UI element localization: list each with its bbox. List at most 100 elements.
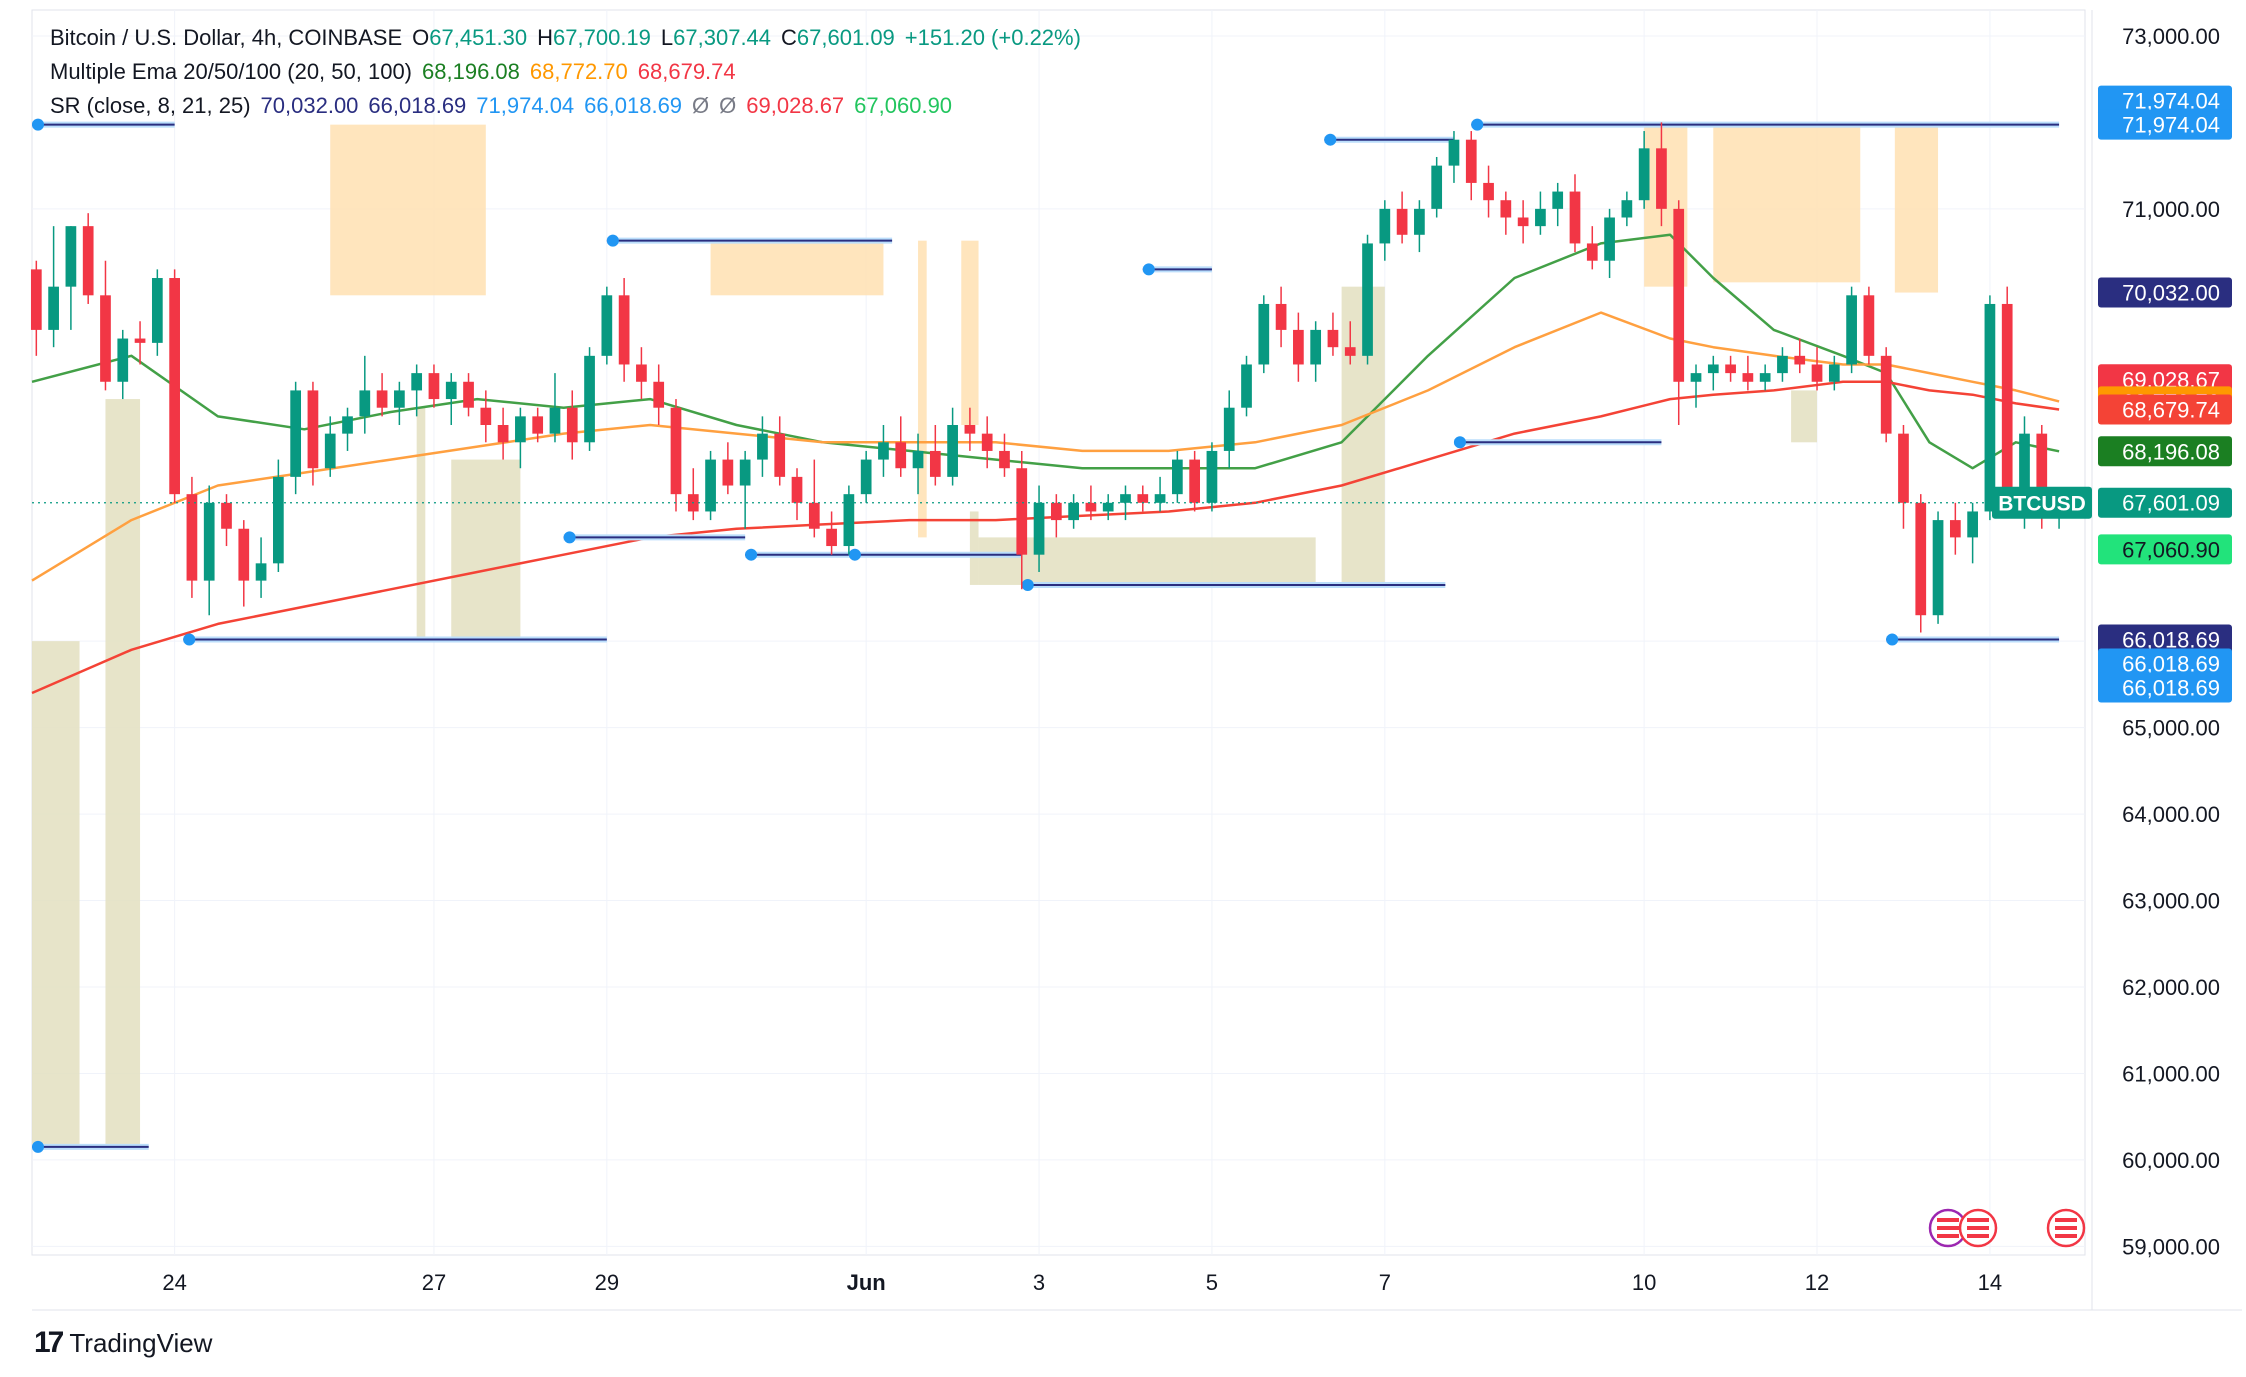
- candle-up[interactable]: [117, 338, 129, 382]
- candle-up[interactable]: [1707, 364, 1719, 374]
- candle-down[interactable]: [964, 425, 976, 434]
- candle-down[interactable]: [497, 425, 509, 443]
- candle-up[interactable]: [1241, 364, 1252, 408]
- candle-up[interactable]: [1828, 364, 1840, 382]
- candle-up[interactable]: [1102, 502, 1114, 512]
- candle-up[interactable]: [843, 494, 855, 547]
- candle-down[interactable]: [1517, 217, 1529, 227]
- candle-up[interactable]: [1068, 502, 1079, 521]
- candle-up[interactable]: [1379, 208, 1391, 244]
- candle-up[interactable]: [878, 442, 889, 460]
- candle-up[interactable]: [1638, 148, 1650, 201]
- candle-up[interactable]: [757, 433, 768, 460]
- candle-up[interactable]: [290, 390, 302, 477]
- candle-up[interactable]: [1846, 295, 1857, 365]
- candle-down[interactable]: [1465, 139, 1477, 183]
- candle-down[interactable]: [1483, 182, 1494, 201]
- candle-up[interactable]: [1535, 208, 1546, 227]
- candle-up[interactable]: [1171, 459, 1183, 495]
- candle-up[interactable]: [342, 416, 353, 434]
- candle-up[interactable]: [324, 433, 336, 469]
- candle-down[interactable]: [653, 381, 665, 408]
- candle-down[interactable]: [1327, 329, 1339, 348]
- candle-up[interactable]: [705, 459, 716, 512]
- candle-down[interactable]: [100, 295, 111, 382]
- candle-down[interactable]: [1137, 494, 1149, 503]
- candle-up[interactable]: [1154, 494, 1166, 503]
- candle-up[interactable]: [1932, 520, 1944, 616]
- candle-down[interactable]: [1949, 520, 1961, 538]
- candle-down[interactable]: [618, 295, 630, 365]
- candle-up[interactable]: [1033, 502, 1045, 555]
- candle-down[interactable]: [1293, 329, 1304, 365]
- candle-down[interactable]: [1742, 373, 1754, 382]
- candle-down[interactable]: [480, 407, 492, 425]
- candle-up[interactable]: [515, 416, 526, 443]
- candle-down[interactable]: [1586, 243, 1598, 261]
- candle-down[interactable]: [2036, 433, 2048, 516]
- candle-down[interactable]: [1085, 502, 1097, 512]
- candle-down[interactable]: [532, 416, 544, 434]
- candle-up[interactable]: [912, 450, 924, 469]
- candle-down[interactable]: [134, 338, 146, 343]
- sr-legend[interactable]: SR (close, 8, 21, 25) 70,032.00 66,018.69 7…: [50, 90, 962, 122]
- candle-up[interactable]: [1777, 355, 1788, 374]
- candle-down[interactable]: [981, 433, 993, 451]
- candle-up[interactable]: [1310, 329, 1322, 365]
- candle-up[interactable]: [947, 425, 958, 477]
- candle-down[interactable]: [774, 433, 786, 477]
- candle-down[interactable]: [1016, 468, 1028, 555]
- candle-up[interactable]: [1984, 303, 1996, 512]
- candle-up[interactable]: [411, 373, 423, 391]
- candle-up[interactable]: [359, 390, 371, 417]
- candle-up[interactable]: [739, 459, 751, 486]
- candle-up[interactable]: [2019, 433, 2030, 495]
- candle-up[interactable]: [1967, 511, 1978, 538]
- candle-down[interactable]: [566, 407, 578, 443]
- candle-down[interactable]: [1189, 459, 1201, 503]
- candle-up[interactable]: [1690, 373, 1702, 382]
- candle-up[interactable]: [1223, 407, 1235, 451]
- ema-legend[interactable]: Multiple Ema 20/50/100 (20, 50, 100) 68,1…: [50, 56, 746, 88]
- candle-up[interactable]: [1206, 450, 1218, 503]
- candle-down[interactable]: [636, 364, 647, 382]
- candle-down[interactable]: [1811, 364, 1823, 382]
- candle-up[interactable]: [273, 476, 284, 564]
- candle-up[interactable]: [151, 278, 163, 343]
- candle-down[interactable]: [1898, 433, 1909, 503]
- candle-up[interactable]: [445, 381, 457, 400]
- candle-up[interactable]: [1120, 494, 1131, 503]
- candle-down[interactable]: [1275, 303, 1287, 330]
- candle-up[interactable]: [601, 295, 613, 356]
- candle-down[interactable]: [82, 226, 94, 296]
- candle-down[interactable]: [1500, 200, 1512, 218]
- candle-up[interactable]: [1621, 200, 1633, 218]
- candle-down[interactable]: [929, 450, 941, 477]
- candle-up[interactable]: [1448, 139, 1460, 166]
- candle-up[interactable]: [1604, 217, 1615, 261]
- candle-down[interactable]: [1344, 347, 1356, 356]
- candle-up[interactable]: [1258, 303, 1270, 365]
- candle-down[interactable]: [1396, 208, 1408, 235]
- candle-down[interactable]: [186, 494, 198, 581]
- candle-down[interactable]: [2001, 303, 2013, 495]
- candle-down[interactable]: [1050, 502, 1062, 521]
- candle-up[interactable]: [1431, 165, 1443, 209]
- tradingview-brand[interactable]: 17 TradingView: [34, 1326, 212, 1360]
- candle-down[interactable]: [1673, 208, 1685, 382]
- candle-down[interactable]: [221, 502, 232, 529]
- candle-down[interactable]: [1915, 502, 1927, 616]
- candle-down[interactable]: [670, 407, 682, 495]
- candle-up[interactable]: [860, 459, 872, 495]
- candle-down[interactable]: [826, 528, 837, 547]
- candle-up[interactable]: [1552, 191, 1564, 209]
- candle-down[interactable]: [1863, 295, 1875, 356]
- candle-down[interactable]: [722, 459, 734, 486]
- candle-down[interactable]: [1880, 355, 1892, 434]
- candle-down[interactable]: [307, 390, 319, 469]
- candle-down[interactable]: [999, 450, 1010, 469]
- candle-down[interactable]: [463, 381, 474, 408]
- candle-up[interactable]: [394, 390, 405, 408]
- candle-down[interactable]: [1569, 191, 1581, 244]
